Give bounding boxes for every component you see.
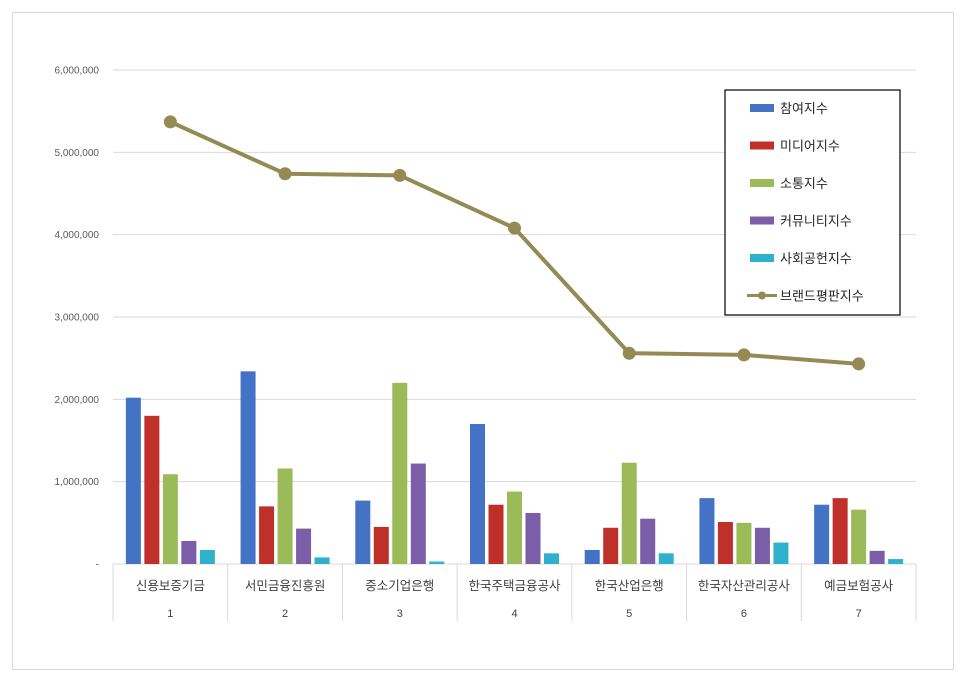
line-marker <box>508 221 521 235</box>
x-category-label: 중소기업은행 <box>365 578 434 593</box>
bar-소통지수 <box>162 474 178 564</box>
x-category-number: 5 <box>626 608 632 620</box>
bar-커뮤니티지수 <box>525 512 541 564</box>
legend-swatch <box>750 179 774 187</box>
bar-소통지수 <box>736 522 752 564</box>
x-category-label: 서민금융진흥원 <box>245 578 326 593</box>
bar-참여지수 <box>814 504 830 564</box>
bar-참여지수 <box>470 424 485 564</box>
y-tick-label: 2,000,000 <box>55 395 100 406</box>
x-category-number: 6 <box>741 608 747 620</box>
x-category-number: 2 <box>282 608 288 620</box>
legend-swatch <box>750 104 774 112</box>
bar-참여지수 <box>355 500 371 564</box>
bar-사회공헌지수 <box>544 553 559 564</box>
bar-소통지수 <box>851 509 867 564</box>
bar-참여지수 <box>584 550 600 564</box>
line-marker <box>622 346 636 360</box>
bar-커뮤니티지수 <box>296 528 312 564</box>
x-category-label: 한국자산관리공사 <box>698 578 791 593</box>
bar-사회공헌지수 <box>314 557 330 564</box>
y-tick-label: 1,000,000 <box>55 477 100 488</box>
line-marker <box>393 168 407 182</box>
y-tick-label: 4,000,000 <box>55 230 100 241</box>
y-tick-label: 6,000,000 <box>55 66 100 77</box>
bar-커뮤니티지수 <box>410 463 426 564</box>
bar-소통지수 <box>507 491 522 564</box>
x-category-label: 신용보증기금 <box>136 578 205 593</box>
x-category-number: 4 <box>511 608 517 620</box>
legend-swatch <box>750 216 774 225</box>
y-tick-label: 3,000,000 <box>55 313 100 324</box>
x-category-number: 1 <box>167 608 173 620</box>
bar-커뮤니티지수 <box>869 550 885 564</box>
legend-marker <box>758 291 766 300</box>
legend-box <box>724 89 901 316</box>
bar-사회공헌지수 <box>429 561 445 564</box>
legend-label: 브랜드평판지수 <box>780 290 864 305</box>
y-tick-label: - <box>96 560 99 571</box>
legend-label: 미디어지수 <box>780 140 840 155</box>
bar-미디어지수 <box>259 506 275 564</box>
y-tick-label: 5,000,000 <box>55 148 100 159</box>
bar-참여지수 <box>699 498 715 564</box>
bar-미디어지수 <box>832 498 848 564</box>
line-marker <box>163 115 177 129</box>
bar-커뮤니티지수 <box>640 518 656 564</box>
bar-미디어지수 <box>603 527 619 564</box>
x-category-number: 7 <box>856 608 862 620</box>
legend-swatch <box>750 254 774 262</box>
legend-label: 사회공헌지수 <box>780 252 852 267</box>
x-category-number: 3 <box>397 608 403 620</box>
bar-참여지수 <box>125 397 141 564</box>
line-marker <box>278 167 292 181</box>
bar-커뮤니티지수 <box>181 540 197 564</box>
legend-label: 소통지수 <box>780 177 828 192</box>
bar-미디어지수 <box>144 415 160 564</box>
x-category-label: 한국산업은행 <box>595 578 664 593</box>
bar-사회공헌지수 <box>199 550 215 564</box>
bar-미디어지수 <box>373 526 389 564</box>
bar-사회공헌지수 <box>658 553 674 564</box>
x-category-label: 한국주택금융공사 <box>468 578 561 593</box>
bar-소통지수 <box>277 468 293 564</box>
legend-label: 커뮤니티지수 <box>780 215 852 230</box>
bar-커뮤니티지수 <box>754 527 770 564</box>
line-marker <box>737 348 751 362</box>
bar-참여지수 <box>240 371 256 564</box>
legend-label: 참여지수 <box>780 102 828 117</box>
line-marker <box>852 357 866 371</box>
bar-소통지수 <box>392 382 408 564</box>
legend-swatch <box>750 141 774 150</box>
bar-미디어지수 <box>717 522 733 564</box>
bar-사회공헌지수 <box>773 542 789 564</box>
x-category-label: 예금보험공사 <box>824 578 894 593</box>
bar-소통지수 <box>621 462 637 564</box>
bar-미디어지수 <box>488 504 504 564</box>
bar-사회공헌지수 <box>888 559 904 564</box>
